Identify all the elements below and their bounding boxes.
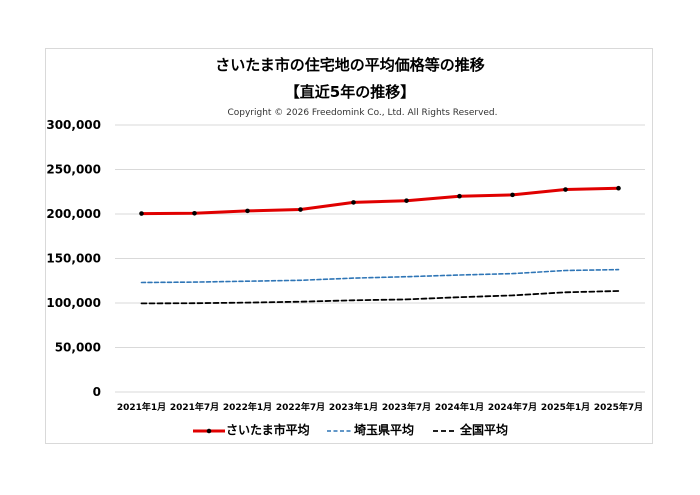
legend-item-national: 全国平均 [432,422,508,439]
data-point [404,198,409,203]
data-point [298,207,303,212]
x-tick-label: 2022年1月 [223,401,272,413]
chart-subtitle: 【直近5年の推移】 [284,83,416,101]
legend-label-saitama-pref: 埼玉県平均 [354,423,415,437]
data-point [351,200,356,205]
data-point [510,192,515,198]
y-tick-label: 150,000 [46,252,101,266]
data-point [563,187,568,192]
x-tick-label: 2025年1月 [541,401,590,413]
copyright-notice: Copyright © 2026 Freedomink Co., Ltd. Al… [227,108,498,118]
y-tick-label: 300,000 [46,118,101,132]
x-tick-label: 2021年1月 [117,401,166,413]
data-point [245,208,250,214]
x-tick-label: 2023年1月 [329,401,378,413]
legend-label-national: 全国平均 [460,423,509,437]
legend-swatch-national [433,429,457,432]
x-tick-label: 2023年7月 [382,401,431,413]
data-point [192,210,197,216]
chart-title: さいたま市の住宅地の平均価格等の推移 [215,56,485,74]
legend-item-saitama-pref: 埼玉県平均 [326,422,414,439]
y-tick-label: 250,000 [46,163,101,177]
series-line-1 [140,268,620,284]
legend-label-saitama: さいたま市平均 [226,423,310,437]
data-point [457,193,462,199]
x-tick-label: 2022年7月 [276,401,325,413]
y-tick-label: 50,000 [55,341,101,355]
y-tick-label: 100,000 [46,296,101,310]
x-tick-label: 2025年7月 [594,401,643,413]
legend: さいたま市平均 埼玉県平均 全国平均 [0,422,700,438]
y-tick-label: 0 [93,385,101,399]
chart-frame [45,48,653,444]
x-tick-label: 2021年7月 [170,401,219,413]
legend-item-saitama: さいたま市平均 [192,422,310,439]
series-line-2 [140,290,620,305]
legend-swatch-saitama-pref [327,429,351,432]
data-point [616,185,621,191]
x-tick-label: 2024年7月 [488,401,537,413]
y-tick-label: 200,000 [46,207,101,221]
x-tick-label: 2024年1月 [435,401,484,413]
series-line-0 [140,186,620,216]
data-point [139,211,144,216]
legend-swatch-saitama [193,428,225,433]
